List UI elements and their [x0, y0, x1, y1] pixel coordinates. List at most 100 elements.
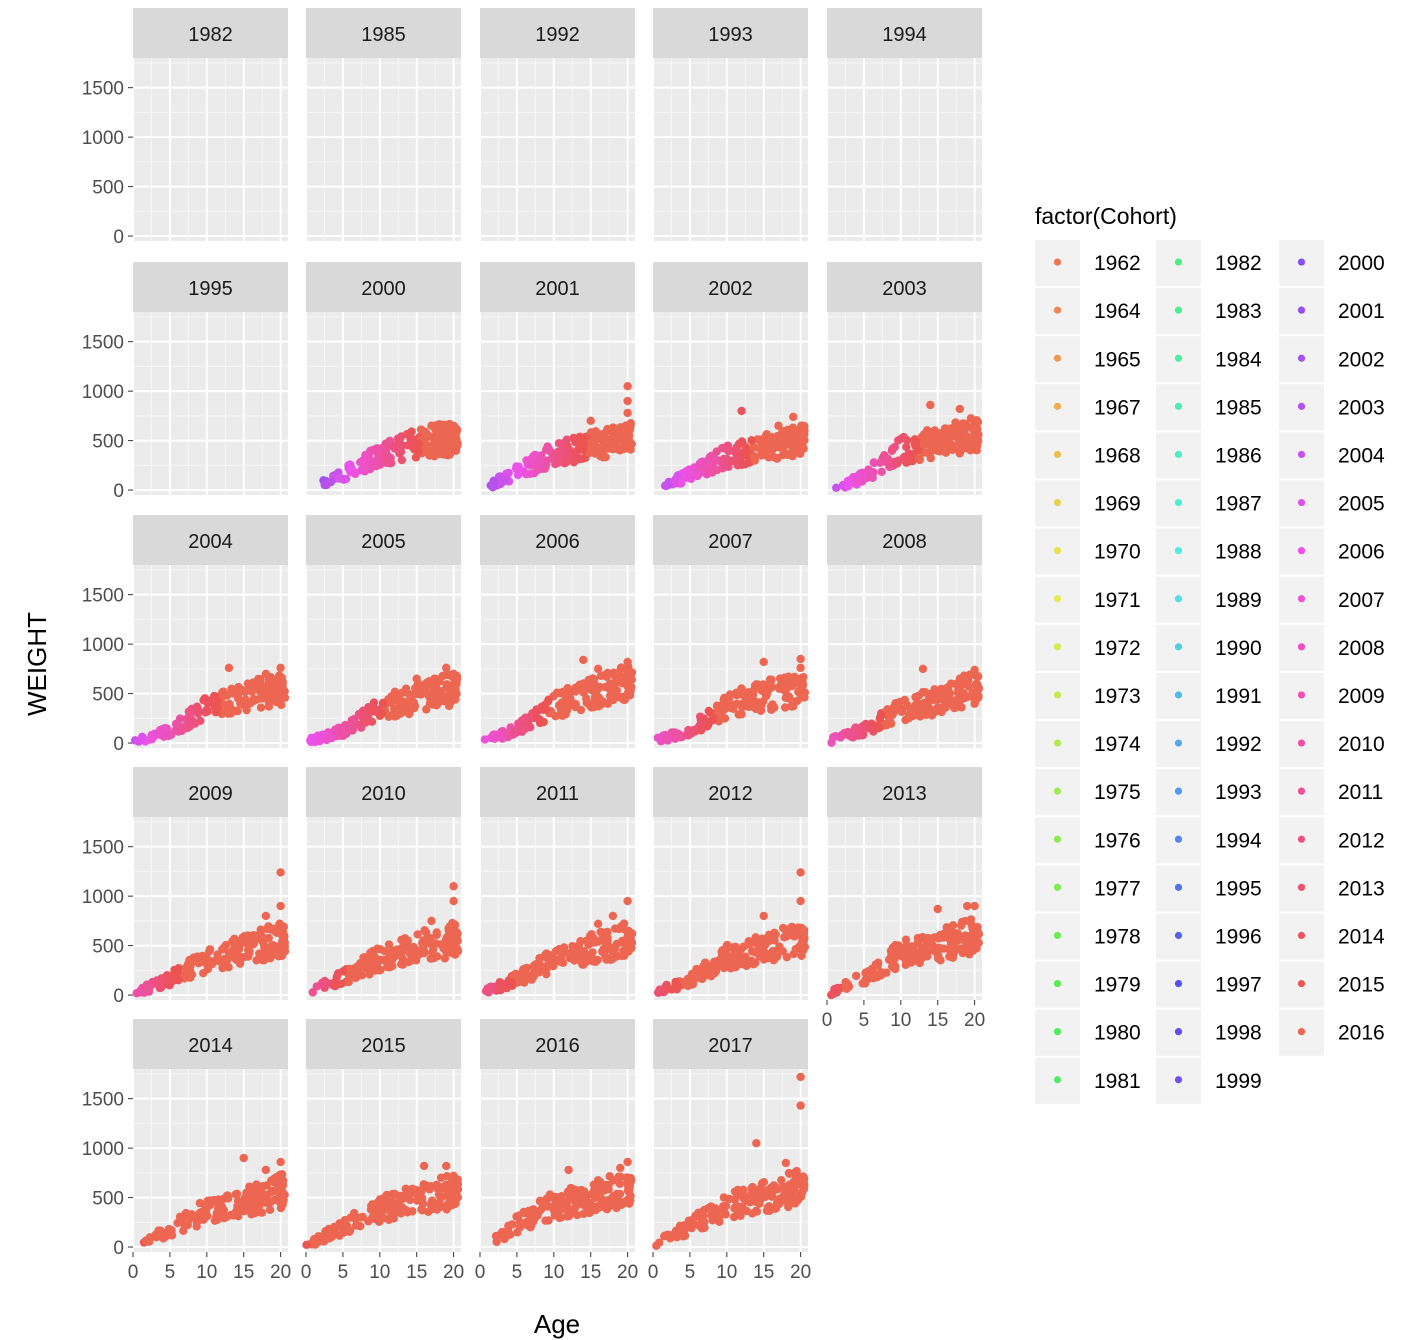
- data-point: [756, 706, 766, 715]
- data-point: [510, 727, 519, 737]
- data-point: [780, 703, 790, 712]
- facet-strip-label: 2004: [188, 531, 233, 553]
- data-point: [775, 944, 785, 954]
- data-point: [414, 439, 424, 449]
- data-point: [933, 904, 942, 914]
- data-point: [679, 1221, 689, 1230]
- data-point: [279, 1195, 288, 1205]
- data-point: [502, 1231, 511, 1241]
- legend-label: 1992: [1215, 733, 1262, 756]
- legend-label: 2016: [1338, 1022, 1385, 1045]
- data-point: [265, 690, 274, 700]
- data-point: [419, 948, 429, 958]
- data-point: [199, 695, 208, 705]
- data-point: [608, 444, 618, 454]
- data-point: [922, 426, 932, 435]
- y-tick-label: 1500: [82, 333, 124, 354]
- legend-label: 1996: [1215, 925, 1262, 948]
- facet-strip-label: 2013: [882, 783, 927, 805]
- data-point: [697, 462, 706, 472]
- panel-background: [306, 565, 461, 748]
- legend-label: 2012: [1338, 829, 1385, 852]
- data-point: [950, 703, 959, 713]
- data-point: [417, 1205, 426, 1214]
- data-point: [662, 481, 671, 491]
- data-point: [222, 1191, 232, 1200]
- data-point: [781, 1158, 791, 1168]
- data-point: [397, 455, 407, 465]
- data-point: [608, 680, 617, 689]
- data-point: [233, 1210, 242, 1219]
- data-point: [887, 446, 897, 455]
- data-point: [614, 1172, 623, 1181]
- x-tick-label: 0: [822, 1010, 833, 1031]
- facet-panel: 2017 0 5 10 15 20: [648, 1019, 811, 1283]
- data-point: [974, 691, 983, 701]
- data-point: [440, 941, 449, 950]
- x-tick-label: 0: [301, 1262, 312, 1283]
- data-point: [776, 432, 785, 442]
- facet-panel: 1994: [826, 8, 982, 241]
- data-point: [918, 706, 927, 715]
- data-point: [544, 695, 553, 704]
- data-point: [174, 975, 183, 985]
- data-point: [602, 953, 611, 963]
- facet-panel: 2011: [479, 767, 637, 1000]
- data-point: [504, 468, 513, 478]
- data-point: [796, 1101, 805, 1110]
- data-point: [623, 1157, 632, 1167]
- y-tick-label: 1000: [82, 128, 124, 149]
- data-point: [586, 416, 595, 426]
- data-point: [586, 428, 596, 437]
- data-point: [785, 930, 795, 940]
- facet-panel: 2004 0 500 1000 1500: [82, 515, 290, 755]
- data-point: [248, 679, 257, 688]
- data-point: [358, 456, 368, 465]
- data-point: [789, 412, 798, 422]
- legend-label: 1970: [1094, 541, 1141, 564]
- data-point: [428, 700, 438, 709]
- panel-background: [133, 817, 288, 1000]
- data-point: [869, 974, 878, 983]
- data-point: [252, 695, 261, 704]
- data-point: [796, 663, 805, 673]
- data-point: [233, 706, 242, 716]
- data-point: [771, 930, 780, 939]
- data-point: [330, 1225, 340, 1235]
- data-point: [706, 971, 716, 981]
- data-point: [783, 425, 792, 435]
- data-point: [875, 458, 885, 467]
- data-point: [179, 1226, 188, 1235]
- legend-label: 1991: [1215, 685, 1262, 708]
- facet-strip-label: 2001: [535, 278, 580, 300]
- data-point: [719, 1193, 729, 1202]
- data-point: [579, 679, 588, 688]
- data-point: [252, 956, 261, 965]
- data-point: [378, 698, 388, 708]
- data-point: [279, 931, 288, 940]
- data-point: [598, 429, 608, 439]
- legend-key: [1053, 979, 1062, 988]
- data-point: [387, 956, 396, 965]
- facet-strip-label: 2010: [361, 783, 406, 805]
- data-point: [253, 1197, 263, 1207]
- data-point: [267, 949, 276, 958]
- legend-key: [1297, 1028, 1306, 1036]
- data-point: [748, 1209, 757, 1218]
- data-point: [489, 476, 498, 485]
- data-point: [926, 400, 935, 410]
- legend-label: 1984: [1215, 348, 1262, 371]
- legend-key: [1174, 1028, 1183, 1036]
- data-point: [412, 1196, 422, 1205]
- data-point: [526, 1210, 535, 1220]
- data-point: [623, 408, 632, 418]
- data-point: [534, 964, 543, 973]
- panel-background: [306, 58, 461, 241]
- data-point: [343, 1221, 352, 1231]
- data-point: [416, 682, 426, 691]
- data-point: [395, 707, 404, 717]
- legend-label: 2001: [1338, 300, 1385, 323]
- data-point: [687, 473, 696, 482]
- data-point: [243, 939, 252, 948]
- facet-panel: 2007: [652, 515, 810, 748]
